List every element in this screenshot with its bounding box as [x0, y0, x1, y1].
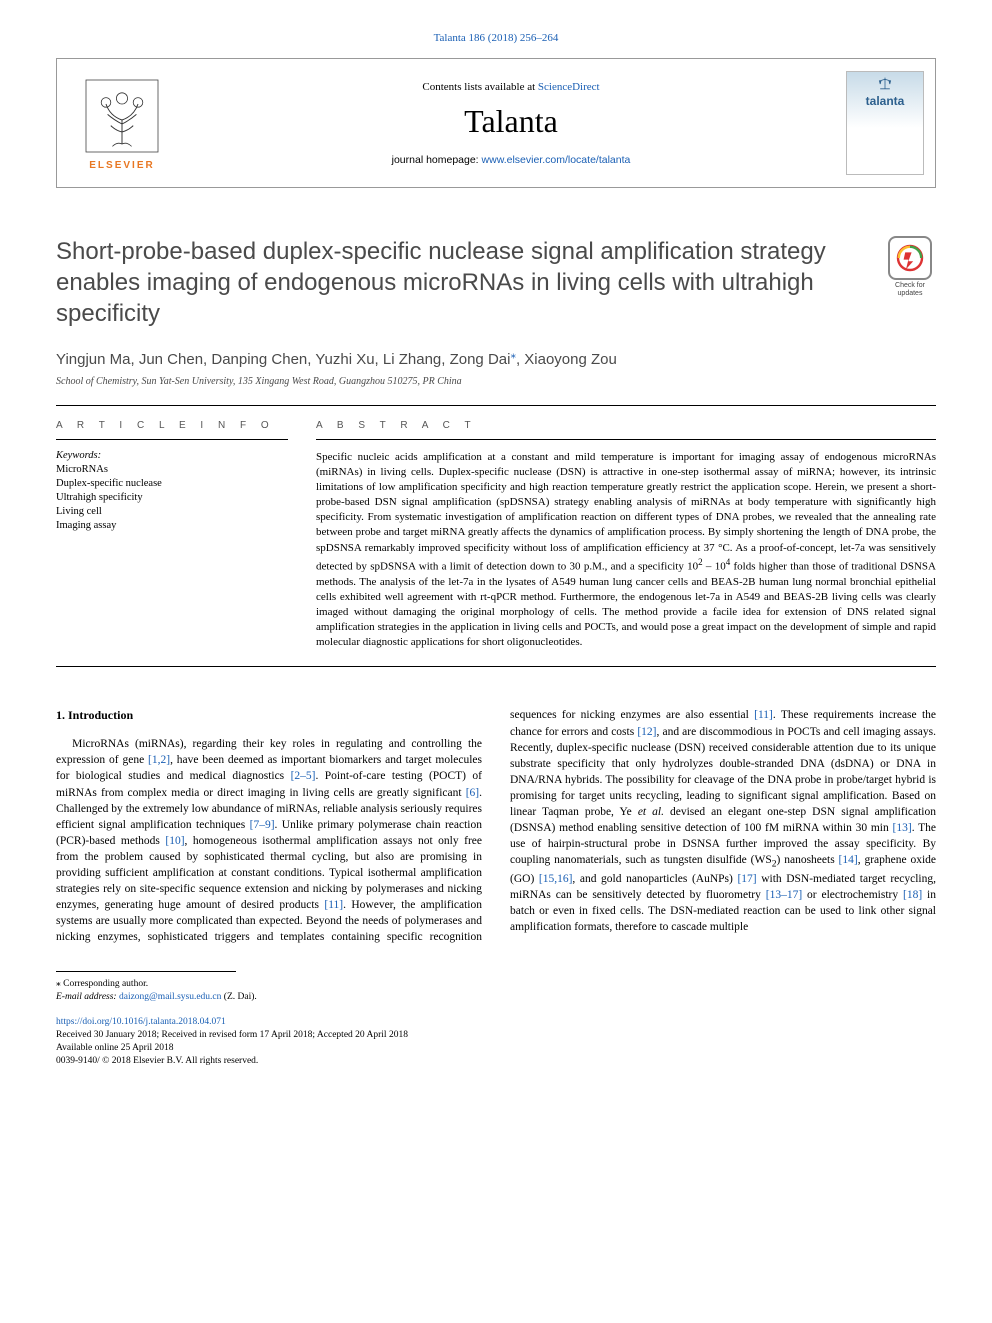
balance-icon	[877, 76, 893, 92]
citation-link[interactable]: [13–17]	[766, 889, 802, 901]
keyword-item: Imaging assay	[56, 519, 288, 533]
keywords-label: Keywords:	[56, 450, 288, 461]
abstract-rule	[316, 439, 936, 440]
affiliation: School of Chemistry, Sun Yat-Sen Univers…	[56, 376, 936, 387]
journal-homepage-line: journal homepage: www.elsevier.com/locat…	[392, 154, 631, 166]
t: , and are discommodious in POCTs and cel…	[510, 726, 936, 818]
author-list: Yingjun Ma, Jun Chen, Danping Chen, Yuzh…	[56, 348, 936, 368]
abstract-post: folds higher than those of traditional D…	[316, 560, 936, 648]
homepage-prefix: journal homepage:	[392, 154, 482, 166]
contents-lists-line: Contents lists available at ScienceDirec…	[422, 81, 599, 93]
cover-title: talanta	[866, 94, 905, 108]
citation-link[interactable]: [1,2]	[148, 754, 170, 766]
email-link[interactable]: daizong@mail.sysu.edu.cn	[119, 992, 221, 1002]
rule-above-info	[56, 405, 936, 406]
check-updates-badge-icon	[888, 236, 932, 280]
citation-link[interactable]: [11]	[754, 709, 773, 721]
elsevier-wordmark: ELSEVIER	[89, 160, 154, 171]
t: or electrochemistry	[802, 889, 903, 901]
footnote-rule	[56, 971, 236, 972]
citation-link[interactable]: [13]	[893, 822, 912, 834]
abstract-pre: Specific nucleic acids amplification at …	[316, 451, 936, 573]
t: ) nanosheets	[777, 854, 839, 866]
sciencedirect-link[interactable]: ScienceDirect	[538, 81, 600, 93]
article-title: Short-probe-based duplex-specific nuclea…	[56, 236, 864, 330]
author-last: , Xiaoyong Zou	[516, 351, 617, 368]
received-line: Received 30 January 2018; Received in re…	[56, 1030, 408, 1040]
keyword-item: Living cell	[56, 505, 288, 519]
keyword-item: Ultrahigh specificity	[56, 491, 288, 505]
corr-label: ⁎ Corresponding author.	[56, 979, 148, 989]
doi-block: https://doi.org/10.1016/j.talanta.2018.0…	[56, 1016, 936, 1067]
title-row: Short-probe-based duplex-specific nuclea…	[56, 236, 936, 330]
keyword-item: Duplex-specific nuclease	[56, 477, 288, 491]
abstract-heading: A B S T R A C T	[316, 420, 936, 431]
info-abstract-row: A R T I C L E I N F O Keywords: MicroRNA…	[56, 420, 936, 651]
abstract-col: A B S T R A C T Specific nucleic acids a…	[316, 420, 936, 651]
article-info-heading: A R T I C L E I N F O	[56, 420, 288, 431]
body-paragraph: MicroRNAs (miRNAs), regarding their key …	[56, 707, 936, 945]
citation-link[interactable]: [12]	[637, 726, 656, 738]
abstract-text: Specific nucleic acids amplification at …	[316, 450, 936, 651]
article-info-rule	[56, 439, 288, 440]
et-al: et al.	[638, 806, 664, 818]
citation-link[interactable]: [11]	[324, 899, 343, 911]
keyword-item: MicroRNAs	[56, 463, 288, 477]
body-two-column: 1. Introduction MicroRNAs (miRNAs), rega…	[56, 707, 936, 945]
intro-heading: 1. Introduction	[56, 707, 482, 724]
journal-cover-block: talanta	[835, 59, 935, 187]
available-line: Available online 25 April 2018	[56, 1043, 174, 1053]
article-info-col: A R T I C L E I N F O Keywords: MicroRNA…	[56, 420, 288, 651]
authors-main: Yingjun Ma, Jun Chen, Danping Chen, Yuzh…	[56, 351, 510, 368]
rule-below-abstract	[56, 666, 936, 667]
masthead: ELSEVIER Contents lists available at Sci…	[56, 58, 936, 188]
doi-link[interactable]: https://doi.org/10.1016/j.talanta.2018.0…	[56, 1017, 226, 1027]
check-for-updates[interactable]: Check for updates	[884, 236, 936, 297]
email-paren: (Z. Dai).	[221, 992, 256, 1002]
journal-cover: talanta	[846, 71, 924, 175]
running-citation: Talanta 186 (2018) 256–264	[56, 32, 936, 44]
homepage-link[interactable]: www.elsevier.com/locate/talanta	[482, 154, 631, 166]
citation-link[interactable]: [14]	[839, 854, 858, 866]
citation-link[interactable]: [2–5]	[291, 770, 316, 782]
check-updates-label: Check for updates	[884, 282, 936, 297]
t: , and gold nanoparticles (AuNPs)	[572, 873, 737, 885]
email-label: E-mail address:	[56, 992, 119, 1002]
citation-link[interactable]: [18]	[903, 889, 922, 901]
spec-sep: – 10	[703, 560, 726, 572]
contents-prefix: Contents lists available at	[422, 81, 537, 93]
citation-link[interactable]: [15,16]	[539, 873, 573, 885]
elsevier-tree-icon	[82, 76, 162, 156]
copyright-line: 0039-9140/ © 2018 Elsevier B.V. All righ…	[56, 1056, 258, 1066]
masthead-center: Contents lists available at ScienceDirec…	[187, 59, 835, 187]
citation-link[interactable]: [17]	[737, 873, 756, 885]
citation-link[interactable]: [7–9]	[250, 819, 275, 831]
citation-link[interactable]: [10]	[165, 835, 184, 847]
citation-link[interactable]: [6]	[466, 787, 479, 799]
journal-title: Talanta	[464, 103, 558, 140]
elsevier-logo-block: ELSEVIER	[57, 59, 187, 187]
corresponding-author-note: ⁎ Corresponding author. E-mail address: …	[56, 978, 936, 1004]
